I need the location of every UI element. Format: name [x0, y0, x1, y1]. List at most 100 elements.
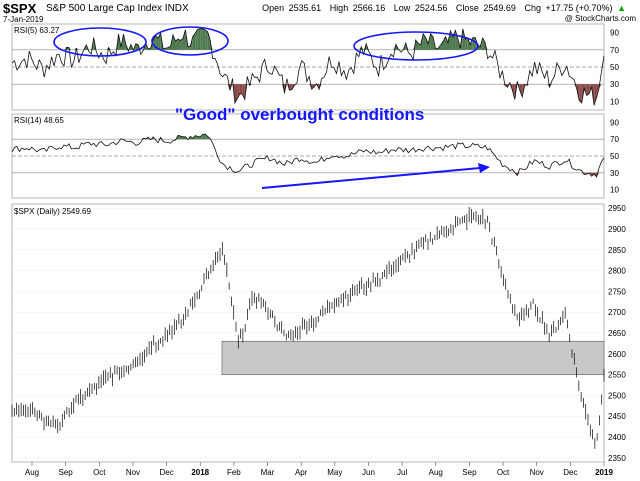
x-tick-label: Sep — [462, 468, 477, 477]
time-axis: Aug Sep Oct Nov Dec 2018 Feb Mar Apr May Jun Jul Aug… — [25, 462, 613, 477]
rsi5-overbought-fill — [205, 30, 208, 50]
rsi5-overbought-fill — [155, 35, 159, 50]
rsi5-overbought-fill — [430, 33, 434, 50]
price-y-tick: 2500 — [608, 391, 626, 400]
rsi5-overbought-fill — [187, 46, 191, 50]
rsi5-panel: 10 30 50 70 90 RSI(5) 63.27 — [11, 23, 619, 111]
rsi5-y-tick: 90 — [610, 29, 619, 38]
open-value: 2535.61 — [288, 3, 322, 13]
rsi5-y-tick: 10 — [610, 97, 619, 106]
rsi5-title: RSI(5) 63.27 — [14, 26, 60, 35]
chart-date: 7-Jan-2019 — [3, 15, 44, 24]
rsi5-oversold-fill — [517, 84, 520, 91]
close-label: Close — [455, 3, 479, 13]
rsi14-y-tick: 70 — [610, 135, 619, 144]
annotation-arrowhead — [478, 163, 490, 173]
rsi5-y-tick: 30 — [610, 80, 619, 89]
rsi5-overbought-fill — [180, 38, 183, 50]
close-value: 2549.69 — [483, 3, 516, 13]
support-zone — [221, 340, 605, 376]
rsi5-oversold-fill — [527, 84, 530, 86]
price-panel: 2350 2400 2450 2500 2550 2600 2650 2700 2750 2800… — [11, 203, 626, 463]
x-tick-label: May — [327, 468, 342, 477]
rsi5-oversold-fill — [311, 84, 315, 90]
rsi5-oversold-fill — [289, 84, 292, 91]
rsi5-oversold-fill — [594, 84, 597, 106]
price-y-tick: 2850 — [608, 246, 626, 255]
price-y-tick: 2450 — [608, 412, 626, 421]
rsi5-overbought-fill — [202, 28, 206, 50]
price-y-tick: 2650 — [608, 329, 626, 338]
annotation-ellipse — [151, 26, 229, 56]
rsi5-y-tick: 50 — [610, 63, 619, 72]
x-tick-label: 2018 — [191, 468, 209, 477]
rsi5-oversold-fill — [242, 84, 245, 100]
x-tick-label: Sep — [59, 468, 74, 477]
chart-header: $SPX S&P 500 Large Cap Index INDX 7-Jan-… — [0, 0, 640, 24]
triangle-up-icon: ▲ — [617, 3, 626, 13]
rsi14-overbought-fill — [197, 136, 201, 140]
rsi5-overbought-fill — [415, 40, 419, 50]
rsi14-title: RSI(14) 48.65 — [14, 116, 64, 125]
rsi14-overbought-fill — [177, 135, 181, 140]
rsi5-overbought-fill — [195, 29, 198, 50]
rsi14-overbought-fill — [205, 133, 208, 140]
annotation-arrow-shaft — [261, 167, 481, 189]
price-y-tick: 2600 — [608, 350, 626, 359]
price-y-tick: 2400 — [608, 433, 626, 442]
x-tick-label: Aug — [429, 468, 443, 477]
x-tick-label: Dec — [563, 468, 577, 477]
x-tick-label: Jun — [362, 468, 375, 477]
rsi5-overbought-fill — [467, 37, 471, 50]
rsi5-overbought-fill — [192, 33, 196, 50]
price-y-tick: 2700 — [608, 308, 626, 317]
chg-label: Chg — [524, 3, 541, 13]
rsi14-overbought-fill — [200, 134, 203, 140]
rsi5-overbought-fill — [182, 29, 186, 50]
rsi5-overbought-fill — [462, 28, 466, 50]
x-tick-label: Mar — [261, 468, 275, 477]
rsi5-overbought-fill — [442, 36, 446, 50]
rsi5-line — [11, 28, 605, 106]
rsi14-line — [11, 133, 605, 178]
price-y-tick: 2900 — [608, 225, 626, 234]
rsi5-overbought-fill — [482, 37, 486, 50]
rsi5-overbought-fill — [425, 37, 429, 50]
low-label: Low — [393, 3, 411, 13]
rsi5-oversold-fill — [284, 84, 287, 94]
x-tick-label: Aug — [25, 468, 39, 477]
symbol: $SPX — [3, 1, 37, 16]
price-y-tick: 2950 — [608, 204, 626, 213]
rsi14-overbought-fill — [202, 133, 206, 140]
price-y-tick: 2350 — [608, 454, 626, 463]
rsi5-oversold-fill — [519, 84, 523, 97]
annotation-label: "Good" overbought conditions — [175, 105, 424, 124]
rsi14-y-tick: 10 — [610, 186, 619, 195]
rsi5-overbought-fill — [207, 31, 211, 50]
rsi5-oversold-fill — [232, 84, 235, 104]
rsi5-overbought-fill — [423, 33, 426, 50]
x-tick-label: 2019 — [595, 468, 613, 477]
rsi5-overbought-fill — [175, 39, 178, 50]
chg-value: +17.75 (+0.70%) — [545, 3, 613, 13]
rsi5-overbought-fill — [168, 46, 171, 50]
high-label: High — [329, 3, 349, 13]
x-tick-label: Apr — [295, 468, 308, 477]
high-value: 2566.16 — [352, 3, 386, 13]
rsi5-overbought-fill — [135, 43, 139, 50]
annotation-ellipse — [53, 27, 147, 57]
x-tick-label: Feb — [227, 468, 241, 477]
description: S&P 500 Large Cap Index INDX — [46, 3, 189, 14]
rsi5-oversold-fill — [586, 84, 590, 96]
x-tick-label: Oct — [497, 468, 510, 477]
rsi5-overbought-fill — [197, 28, 201, 50]
brand-watermark: @ StockCharts.com — [564, 14, 636, 23]
rsi5-overbought-fill — [472, 37, 476, 50]
quote-bar: Open 2535.61 High 2566.16 Low 2524.56 Cl… — [256, 3, 626, 13]
rsi5-overbought-fill — [173, 35, 176, 50]
rsi14-y-tick: 50 — [610, 152, 619, 161]
rsi5-oversold-fill — [502, 84, 505, 86]
price-title: $SPX (Daily) 2549.69 — [14, 207, 91, 216]
price-y-tick: 2800 — [608, 267, 626, 276]
rsi14-y-tick: 30 — [610, 169, 619, 178]
